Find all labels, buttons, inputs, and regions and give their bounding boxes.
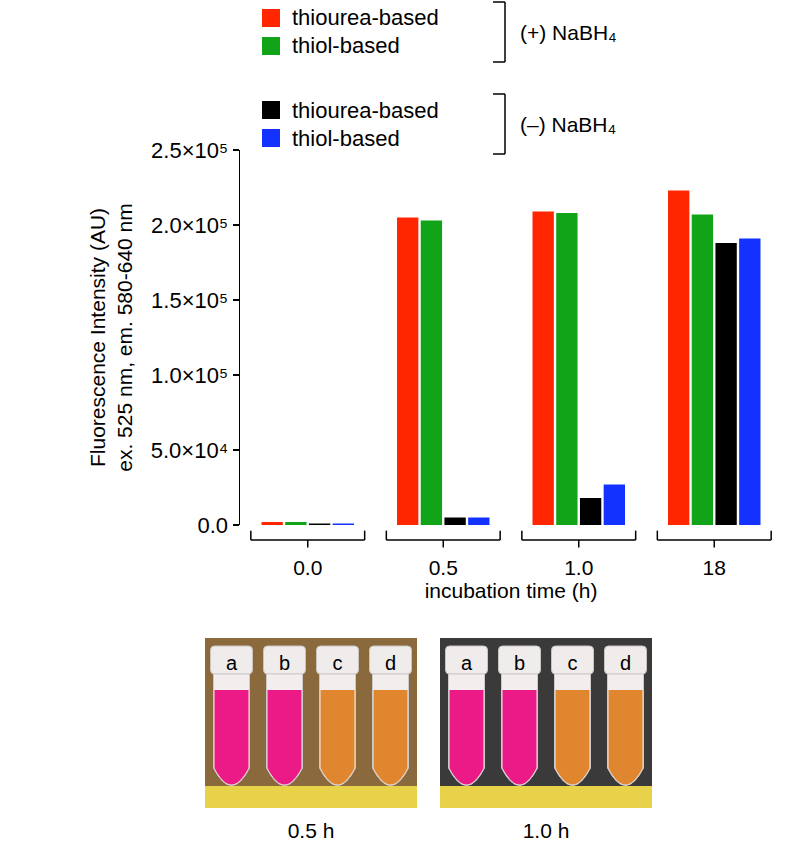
- svg-text:b: b: [279, 652, 290, 674]
- svg-text:thiol-based: thiol-based: [292, 126, 400, 151]
- svg-text:d: d: [385, 652, 396, 674]
- svg-text:0.0: 0.0: [198, 513, 229, 538]
- svg-text:1.0: 1.0: [564, 556, 593, 579]
- svg-text:(–) NaBH₄: (–) NaBH₄: [520, 113, 616, 136]
- svg-text:c: c: [568, 652, 578, 674]
- svg-text:Fluorescence Intensity (AU)ex.: Fluorescence Intensity (AU)ex. 525 nm, e…: [86, 203, 136, 471]
- svg-text:b: b: [514, 652, 525, 674]
- svg-text:1.0×10⁵: 1.0×10⁵: [151, 363, 228, 388]
- svg-text:2.0×10⁵: 2.0×10⁵: [151, 213, 228, 238]
- svg-text:5.0×10⁴: 5.0×10⁴: [151, 438, 228, 463]
- svg-text:0.5: 0.5: [429, 556, 458, 579]
- svg-text:d: d: [620, 652, 631, 674]
- svg-text:incubation time (h): incubation time (h): [425, 579, 598, 602]
- svg-text:18: 18: [703, 556, 726, 579]
- svg-text:1.5×10⁵: 1.5×10⁵: [151, 288, 228, 313]
- svg-text:thiourea-based: thiourea-based: [292, 98, 439, 123]
- svg-text:0.0: 0.0: [293, 556, 322, 579]
- svg-text:(+) NaBH₄: (+) NaBH₄: [520, 21, 617, 44]
- svg-text:a: a: [461, 652, 473, 674]
- svg-text:a: a: [226, 652, 238, 674]
- svg-text:0.5 h: 0.5 h: [288, 819, 335, 842]
- svg-text:2.5×10⁵: 2.5×10⁵: [151, 138, 228, 163]
- svg-text:thiol-based: thiol-based: [292, 33, 400, 58]
- svg-text:thiourea-based: thiourea-based: [292, 5, 439, 30]
- svg-text:c: c: [333, 652, 343, 674]
- svg-text:1.0 h: 1.0 h: [523, 819, 570, 842]
